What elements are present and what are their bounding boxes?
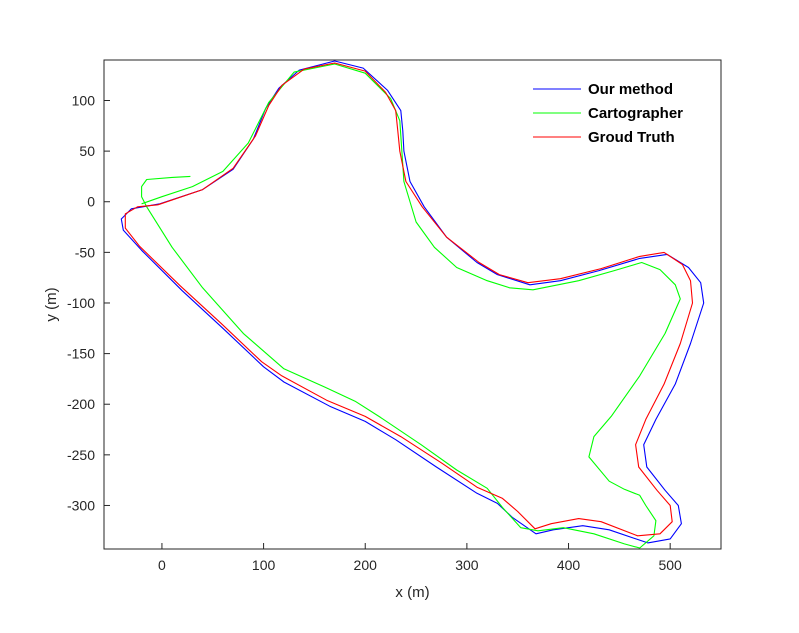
y-tick-label: -250: [67, 447, 95, 463]
x-tick-label: 400: [557, 557, 581, 573]
y-tick-label: -200: [67, 396, 95, 412]
legend-label-2: Cartographer: [588, 105, 683, 122]
x-tick-label: 0: [158, 557, 166, 573]
y-tick-label: 50: [79, 143, 95, 159]
legend-label-1: Our method: [588, 81, 673, 98]
x-tick-label: 500: [658, 557, 682, 573]
series-line-3: [124, 62, 694, 537]
x-tick-label: 300: [455, 557, 479, 573]
legend: Our method Cartographer Groud Truth: [533, 81, 683, 146]
y-axis-label: y (m): [43, 287, 60, 321]
axis-ticks: 0 100 200 300 400 500 -300 -250 -200 -150 -100 -50 0…: [67, 92, 682, 573]
y-tick-label: 0: [87, 194, 95, 210]
y-tick-label: 100: [72, 92, 96, 108]
x-tick-label: 100: [252, 557, 276, 573]
legend-label-3: Groud Truth: [588, 129, 675, 146]
y-tick-label: -50: [75, 244, 95, 260]
x-tick-label: 200: [354, 557, 378, 573]
plot-lines: [120, 60, 705, 549]
x-axis-label: x (m): [395, 584, 429, 601]
series-line-1: [120, 60, 705, 544]
y-tick-label: -150: [67, 346, 95, 362]
axes-box: [103, 59, 722, 550]
y-tick-label: -100: [67, 295, 95, 311]
y-tick-label: -300: [67, 497, 95, 513]
